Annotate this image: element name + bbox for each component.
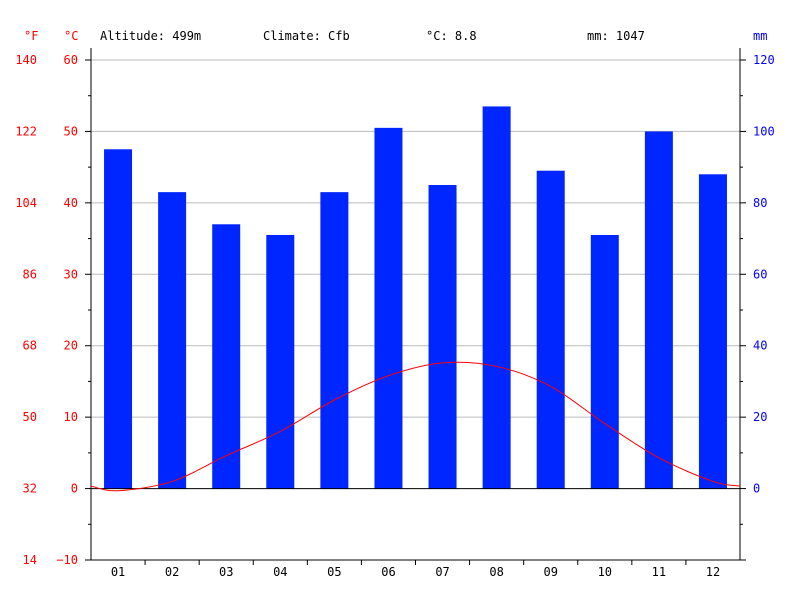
mm-tick-label: 60 <box>753 267 767 281</box>
celsius-tick-label: 40 <box>64 196 78 210</box>
celsius-tick-label: 0 <box>71 482 78 496</box>
month-label: 10 <box>598 565 612 579</box>
month-label: 12 <box>706 565 720 579</box>
precip-bar <box>482 106 511 489</box>
precip-bar <box>590 235 619 489</box>
mm-unit-label: mm <box>753 29 768 43</box>
mm-tick-label: 120 <box>753 53 775 67</box>
month-label: 03 <box>219 565 233 579</box>
fahrenheit-tick-label: 86 <box>23 267 37 281</box>
precip-bar <box>698 174 727 489</box>
celsius-tick-label: 20 <box>64 339 78 353</box>
mm-tick-label: 40 <box>753 339 767 353</box>
month-label: 02 <box>165 565 179 579</box>
precip-bar <box>374 127 403 489</box>
month-label: 09 <box>543 565 557 579</box>
precip-bar <box>266 235 295 489</box>
tick-labels: −100102030405060143250688610412214002040… <box>15 53 774 579</box>
precip-bar <box>428 185 457 489</box>
precip-bar <box>212 224 241 489</box>
month-label: 04 <box>273 565 287 579</box>
mm-tick-label: 20 <box>753 410 767 424</box>
fahrenheit-tick-label: 14 <box>23 553 37 567</box>
fahrenheit-unit-label: °F <box>24 29 39 43</box>
month-label: 06 <box>381 565 395 579</box>
month-label: 08 <box>489 565 503 579</box>
temperature-curve <box>90 361 741 492</box>
celsius-tick-label: 30 <box>64 267 78 281</box>
axes <box>85 48 746 565</box>
celsius-tick-label: 60 <box>64 53 78 67</box>
fahrenheit-tick-label: 68 <box>23 339 37 353</box>
precipitation-bars <box>104 106 727 489</box>
celsius-unit-label: °C <box>64 29 79 43</box>
mm-tick-label: 100 <box>753 124 775 138</box>
mean-temp-label: °C: 8.8 <box>426 29 477 43</box>
fahrenheit-tick-label: 32 <box>23 482 37 496</box>
month-label: 05 <box>327 565 341 579</box>
precip-bar <box>104 149 133 489</box>
fahrenheit-tick-label: 140 <box>15 53 37 67</box>
grid-lines <box>91 59 740 418</box>
fahrenheit-tick-label: 122 <box>15 124 37 138</box>
climate-label: Climate: Cfb <box>263 29 350 43</box>
fahrenheit-tick-label: 50 <box>23 410 37 424</box>
month-label: 01 <box>111 565 125 579</box>
temperature-line <box>90 361 741 492</box>
fahrenheit-tick-label: 104 <box>15 196 37 210</box>
precip-bar <box>536 170 565 489</box>
altitude-label: Altitude: 499m <box>100 29 202 43</box>
precip-bar <box>158 192 187 489</box>
celsius-tick-label: 50 <box>64 124 78 138</box>
celsius-tick-label: 10 <box>64 410 78 424</box>
month-label: 07 <box>435 565 449 579</box>
mm-tick-label: 0 <box>753 482 760 496</box>
precip-bar <box>320 192 349 489</box>
annual-precip-label: mm: 1047 <box>587 29 645 43</box>
precip-bar <box>644 131 673 489</box>
mm-tick-label: 80 <box>753 196 767 210</box>
celsius-tick-label: −10 <box>56 553 78 567</box>
month-label: 11 <box>652 565 666 579</box>
